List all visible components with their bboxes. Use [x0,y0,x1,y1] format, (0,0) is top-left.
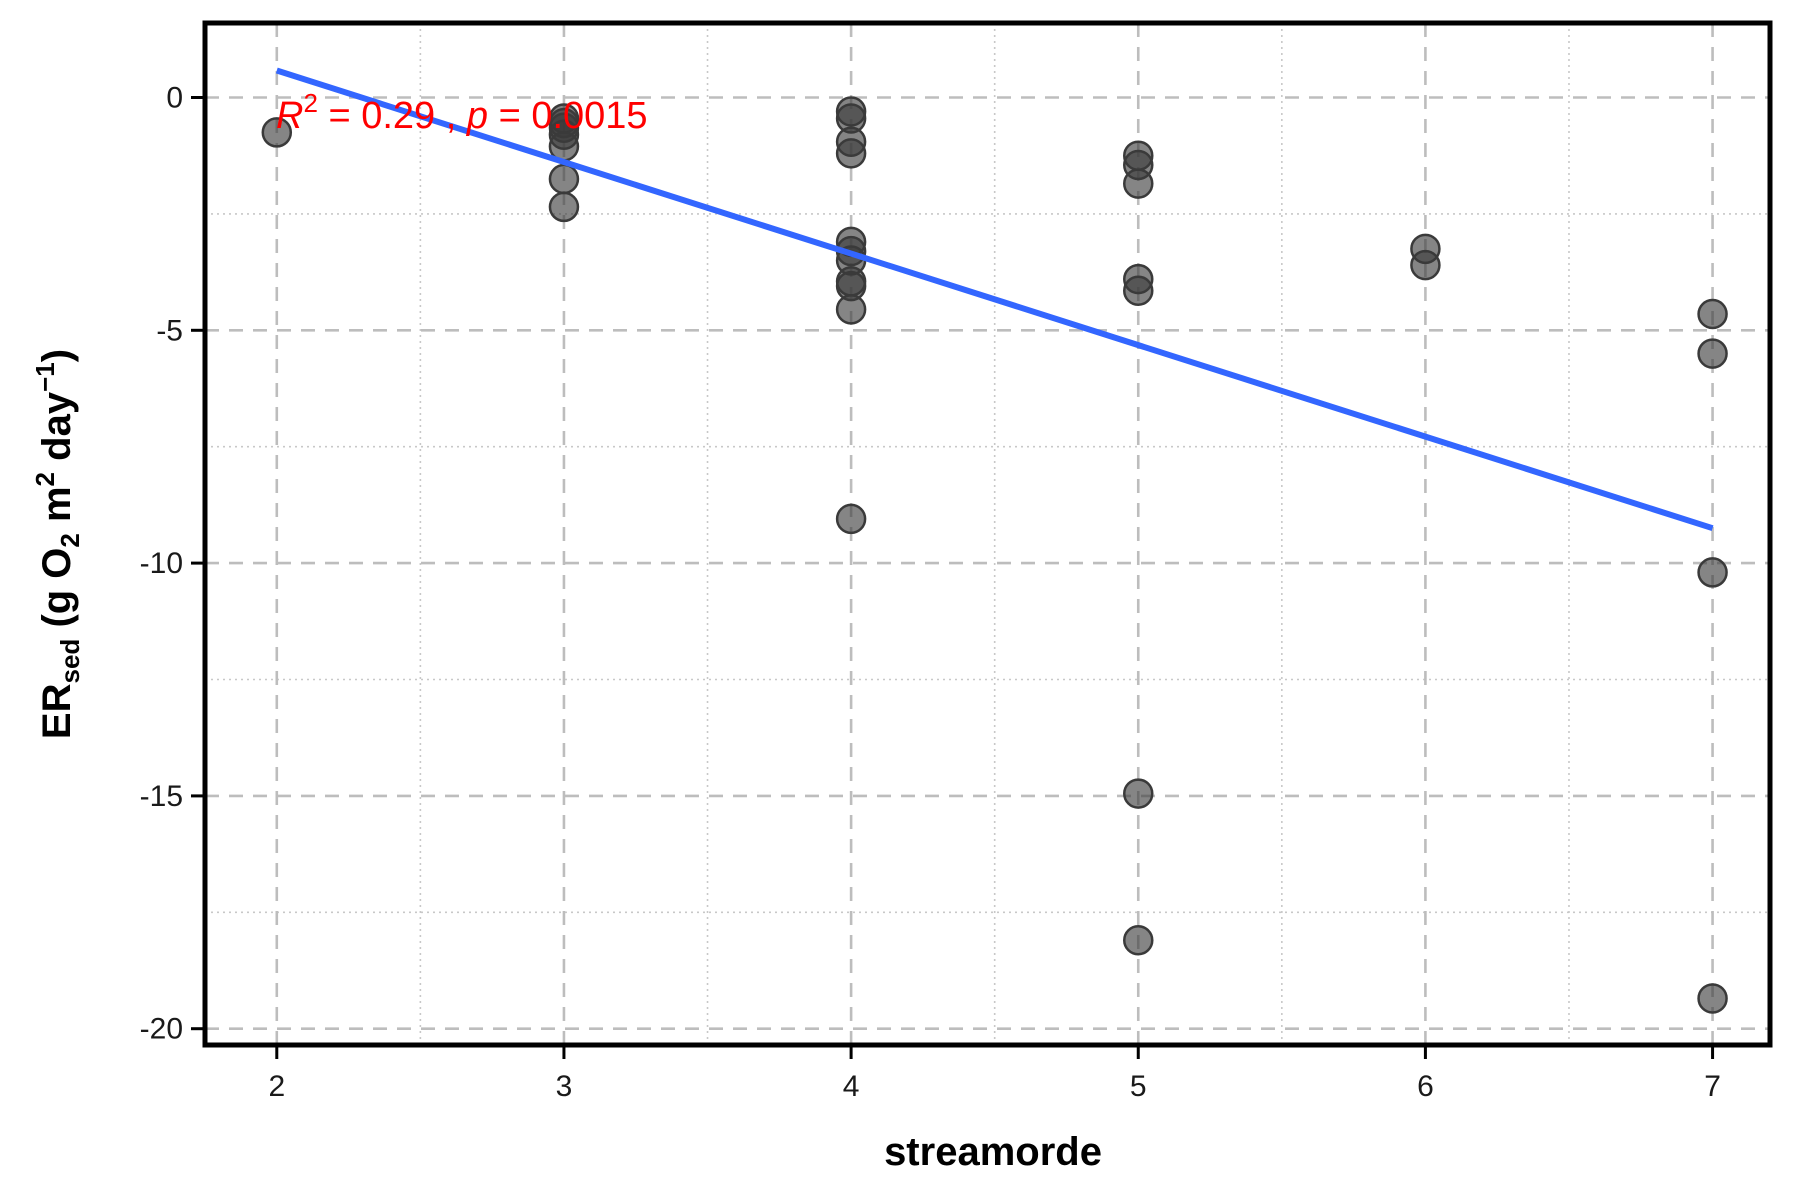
plot-frame [202,20,1773,1048]
x-tick-label-2: 4 [843,1070,860,1103]
data-point-7 [548,191,580,223]
data-point-6 [548,163,580,195]
data-point-25 [1123,924,1154,956]
y-axis-title-m: m [35,486,79,533]
y-axis-title-main: ER [35,683,79,739]
data-point-24 [1123,778,1154,809]
annotation-p-value: = 0.0015 [488,95,648,137]
regression-line [275,67,1714,532]
x-tick-label-1: 3 [556,1070,573,1103]
data-point-27 [1410,249,1441,281]
data-point-11 [835,138,867,169]
x-tick-label-0: 2 [268,1070,285,1103]
x-tick-label-5: 7 [1704,1070,1721,1103]
data-point-28 [1697,298,1728,330]
data-point-17 [835,294,867,325]
y-tick-label-1: -5 [156,314,183,347]
y-tick-label-4: -20 [140,1013,183,1046]
y-axis-title-unit-prefix: (g O [35,548,79,639]
annotation-r-symbol: R [276,95,303,137]
y-tick-label-0: 0 [166,81,183,114]
y-axis-title-day-superscript: −1 [30,362,60,392]
data-point-31 [1697,983,1728,1014]
y-axis-title-m-superscript: 2 [30,472,60,486]
data-point-23 [1123,275,1154,306]
y-axis-title-subscript: sed [55,639,85,684]
y-axis-title-o2-subscript: 2 [55,533,85,547]
y-axis-ticks: 0 -5 -10 -15 -20 [140,81,205,1046]
data-point-18 [835,503,867,535]
x-tick-label-4: 6 [1417,1070,1434,1103]
x-axis-ticks: 2 3 4 5 6 7 [268,1045,1721,1103]
y-axis-title: ERsed (g O2 m2 day−1) [30,349,85,739]
x-tick-label-3: 5 [1130,1070,1147,1103]
major-gridlines [205,23,1770,1045]
annotation-r-superscript: 2 [303,88,317,118]
data-point-30 [1697,557,1728,588]
y-axis-title-day: day [35,391,79,472]
x-axis-title: streamorde [884,1130,1102,1174]
y-axis-title-close: ) [35,349,79,362]
regression-line-group [275,67,1714,532]
regression-annotation: R2 = 0.29 , p = 0.0015 [276,88,648,137]
data-point-29 [1697,338,1728,369]
annotation-p-symbol: p [466,95,488,137]
data-point-0 [261,117,293,148]
data-points [261,96,1728,1014]
y-tick-label-3: -15 [140,780,183,813]
data-point-21 [1123,168,1154,199]
minor-gridlines [205,23,1770,1045]
annotation-r-value: = 0.29 , [318,95,467,137]
y-tick-label-2: -10 [140,547,183,580]
